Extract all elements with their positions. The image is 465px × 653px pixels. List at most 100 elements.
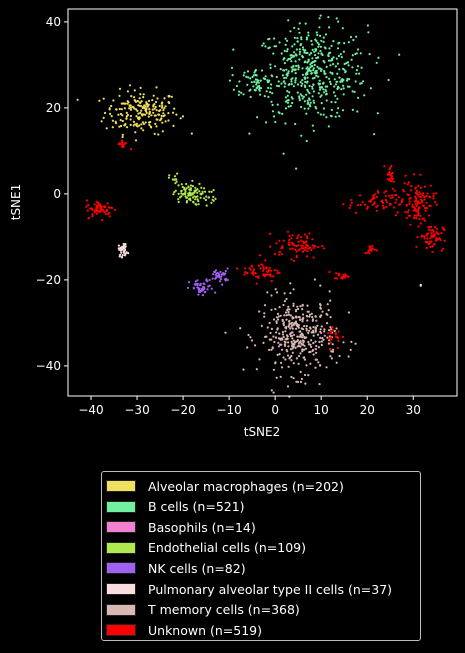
- scatter-point: [305, 314, 308, 317]
- scatter-point: [442, 228, 445, 231]
- scatter-point: [194, 198, 197, 201]
- scatter-point: [154, 105, 157, 109]
- scatter-point: [369, 199, 373, 202]
- scatter-point: [289, 335, 292, 338]
- scatter-point: [342, 93, 345, 96]
- scatter-point: [125, 115, 128, 118]
- scatter-point: [110, 206, 114, 209]
- scatter-point: [403, 190, 406, 193]
- scatter-point: [287, 365, 290, 368]
- scatter-point: [221, 283, 224, 286]
- scatter-point: [436, 231, 439, 234]
- scatter-point: [343, 68, 346, 71]
- scatter-point: [111, 119, 114, 122]
- scatter-point: [191, 179, 194, 182]
- scatter-point: [322, 113, 325, 116]
- scatter-point: [299, 380, 303, 384]
- scatter-point: [317, 346, 320, 349]
- scatter-point: [149, 120, 152, 124]
- scatter-point: [377, 56, 380, 59]
- scatter-point: [124, 248, 127, 251]
- scatter-point: [349, 204, 352, 207]
- scatter-point: [285, 314, 288, 317]
- scatter-point: [192, 191, 195, 194]
- scatter-point: [296, 335, 299, 338]
- scatter-point: [301, 67, 304, 70]
- scatter-point: [270, 83, 273, 86]
- tsne-scatter-plot: −40 −30 −20 −10 0 10 20 30 −40 −20 0 20 40 tSNE2 tS…: [9, 8, 458, 439]
- x-tick-label: −10: [216, 403, 241, 417]
- scatter-point: [431, 236, 434, 239]
- scatter-point: [310, 62, 313, 65]
- scatter-point: [226, 267, 229, 270]
- scatter-point: [196, 283, 199, 287]
- scatter-point: [138, 97, 141, 100]
- scatter-point: [300, 244, 303, 247]
- scatter-point: [153, 103, 156, 106]
- scatter-point: [100, 120, 103, 123]
- scatter-point: [362, 80, 365, 83]
- scatter-point: [289, 348, 292, 351]
- scatter-point: [298, 335, 301, 338]
- scatter-point: [163, 114, 166, 117]
- scatter-point: [300, 38, 303, 41]
- scatter-point: [280, 247, 283, 250]
- scatter-point: [285, 68, 288, 71]
- scatter-point: [306, 88, 309, 91]
- x-tick-label: −20: [170, 403, 195, 417]
- scatter-point: [373, 197, 376, 200]
- scatter-point: [416, 210, 420, 213]
- scatter-point: [415, 245, 418, 248]
- scatter-point: [274, 65, 277, 68]
- scatter-point: [351, 54, 354, 57]
- scatter-point: [258, 254, 262, 257]
- scatter-point: [312, 342, 315, 345]
- scatter-point: [352, 38, 355, 42]
- scatter-point: [160, 114, 163, 117]
- scatter-point: [283, 85, 286, 88]
- scatter-point: [305, 327, 308, 330]
- legend-item: Unknown (n=519): [106, 620, 262, 640]
- scatter-point: [244, 267, 247, 270]
- scatter-point: [277, 85, 281, 88]
- scatter-point: [315, 74, 318, 77]
- scatter-point: [358, 194, 362, 197]
- scatter-point: [419, 283, 422, 286]
- scatter-point: [267, 38, 270, 41]
- scatter-point: [336, 111, 339, 114]
- scatter-point: [286, 48, 289, 51]
- scatter-point: [144, 121, 147, 124]
- scatter-point: [335, 327, 338, 330]
- scatter-point: [177, 198, 180, 201]
- scatter-point: [299, 318, 302, 321]
- scatter-point: [128, 84, 132, 87]
- scatter-point: [110, 104, 113, 108]
- scatter-point: [302, 240, 305, 243]
- scatter-point: [198, 190, 201, 193]
- scatter-point: [312, 246, 315, 250]
- scatter-point: [201, 294, 204, 297]
- series-nk-cells: [187, 267, 229, 297]
- scatter-point: [387, 78, 390, 82]
- scatter-point: [412, 173, 416, 176]
- scatter-point: [320, 325, 323, 328]
- scatter-point: [124, 245, 127, 248]
- scatter-point: [278, 306, 281, 309]
- scatter-point: [139, 104, 142, 107]
- scatter-point: [264, 259, 267, 262]
- scatter-point: [405, 203, 408, 207]
- scatter-point: [331, 343, 334, 346]
- y-tick-label: −40: [36, 359, 61, 373]
- scatter-point: [120, 251, 123, 254]
- series-unknown: [85, 139, 446, 351]
- scatter-point: [323, 91, 326, 94]
- scatter-point: [301, 244, 304, 247]
- y-axis-label: tSNE1: [9, 184, 23, 221]
- scatter-point: [202, 282, 205, 285]
- scatter-point: [325, 366, 328, 369]
- scatter-point: [262, 341, 265, 344]
- scatter-point: [348, 206, 351, 210]
- scatter-point: [280, 82, 283, 85]
- scatter-point: [257, 275, 260, 278]
- scatter-point: [332, 40, 335, 43]
